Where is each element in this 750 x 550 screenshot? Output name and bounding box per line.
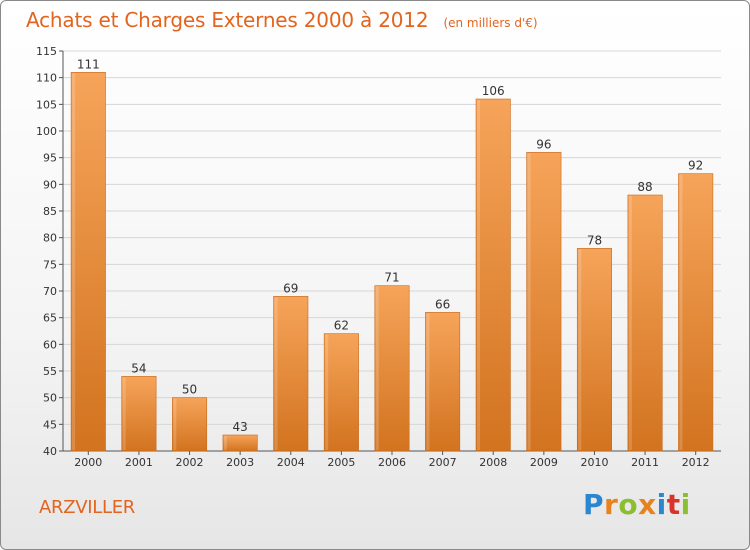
x-tick-label: 2010 [580,456,608,469]
bar-highlight [122,377,126,450]
y-tick-label: 95 [43,152,57,165]
x-tick-label: 2003 [226,456,254,469]
commune-name: ARZVILLER [39,497,136,518]
x-tick-label: 2007 [429,456,457,469]
bar-highlight [274,297,278,450]
value-label: 71 [384,271,399,285]
logo-letter: o [618,488,639,521]
value-label: 66 [435,297,450,311]
bar-highlight [628,196,632,450]
labels: 111 54 50 43 69 62 71 66 106 96 78 88 92 [77,57,703,434]
bar-2002 [172,397,208,452]
logo-letter: i [656,488,667,521]
y-tick-label: 50 [43,392,57,405]
y-tick-label: 60 [43,338,57,351]
y-tick-label: 105 [36,98,57,111]
value-label: 92 [688,159,703,173]
value-label: 54 [131,361,146,375]
bar-highlight [578,249,582,450]
y-tick-label: 75 [43,258,57,271]
x-tick-label: 2012 [682,456,710,469]
bar-2012 [678,173,714,452]
bar-highlight [173,398,177,450]
y-tick-label: 90 [43,178,57,191]
logo-letter: i [680,488,691,521]
logo-letter: t [666,488,681,521]
chart-subtitle: (en milliers d'€) [443,16,538,30]
value-label: 78 [587,233,602,247]
x-tick-label: 2001 [125,456,153,469]
y-tick-label: 85 [43,205,57,218]
value-label: 69 [283,281,298,295]
x-tick-label: 2006 [378,456,406,469]
bar-2000 [70,72,106,452]
bar-2006 [374,285,410,452]
chart-title: Achats et Charges Externes 2000 à 2012 [26,8,429,32]
y-tick-label: 70 [43,285,57,298]
bar-2005 [323,333,359,452]
bar-2009 [526,152,562,452]
proxiti-logo: Proxiti [583,488,691,521]
bar-highlight [223,436,227,450]
value-label: 62 [334,319,349,333]
y-tick-label: 55 [43,365,57,378]
y-tick-label: 100 [36,125,57,138]
value-label: 43 [233,420,248,434]
y-tick-label: 65 [43,312,57,325]
y-tick-label: 115 [36,45,57,58]
value-label: 50 [182,383,197,397]
bar-highlight [679,174,683,450]
value-label: 96 [536,137,551,151]
bar-2004 [273,296,309,452]
logo-letter: P [583,488,605,521]
chart-title-group: Achats et Charges Externes 2000 à 2012 (… [26,8,538,32]
y-tick-label: 40 [43,445,57,458]
x-tick-label: 2005 [327,456,355,469]
value-label: 88 [637,180,652,194]
bar-2001 [121,376,157,452]
bar-2010 [576,248,612,452]
bar-highlight [477,100,481,450]
bars [70,72,714,452]
value-label: 106 [482,84,505,98]
y-tick-label: 45 [43,418,57,431]
bar-highlight [426,313,430,450]
x-tick-label: 2008 [479,456,507,469]
logo-letter: x [638,488,657,521]
bar-highlight [527,153,531,451]
logo-letter: r [604,488,619,521]
x-tick-label: 2000 [74,456,102,469]
x-tick-label: 2002 [176,456,204,469]
value-label: 111 [77,57,100,71]
x-tick-label: 2004 [277,456,305,469]
bar-2003 [222,434,258,452]
y-tick-label: 110 [36,72,57,85]
bar-2007 [425,312,461,452]
bar-highlight [72,73,76,450]
bar-highlight [375,286,379,450]
bar-highlight [325,334,329,450]
bar-2008 [475,98,511,452]
x-tick-label: 2011 [631,456,659,469]
x-tick-label: 2009 [530,456,558,469]
y-tick-label: 80 [43,232,57,245]
bar-2011 [627,194,663,452]
